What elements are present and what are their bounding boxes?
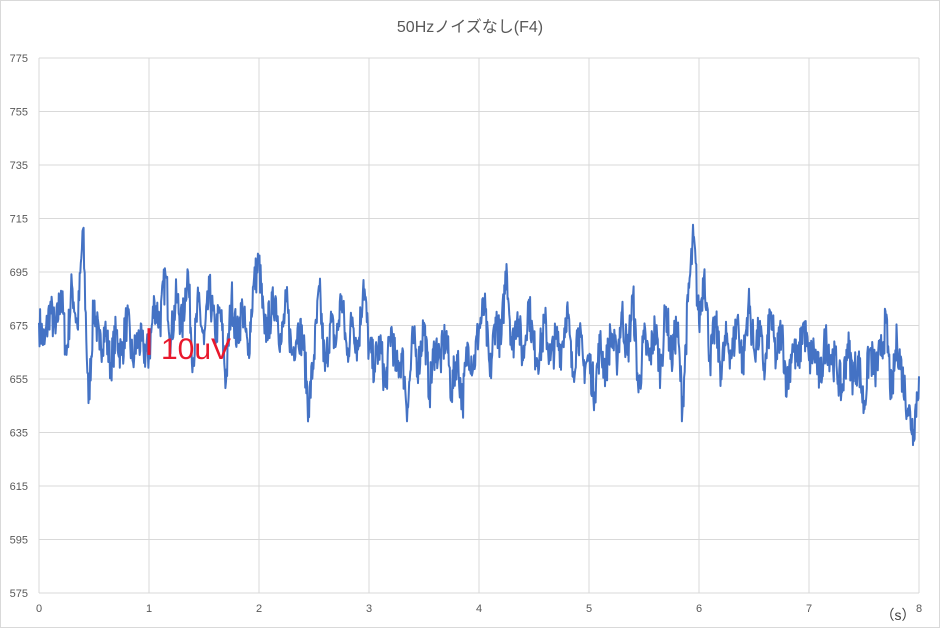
y-axis-tick-labels: 775 755 735 715 695 675 655 635 615 595 575 xyxy=(10,53,28,600)
x-tick-label: 3 xyxy=(366,603,372,615)
chart-title: 50Hzノイズなし(F4) xyxy=(397,18,543,36)
y-tick-label: 695 xyxy=(10,267,28,279)
x-axis-tick-labels: 0 1 2 3 4 5 6 7 8 xyxy=(36,603,922,615)
y-tick-label: 775 xyxy=(10,53,28,65)
y-tick-label: 595 xyxy=(10,535,28,547)
x-tick-label: 7 xyxy=(806,603,812,615)
y-tick-label: 715 xyxy=(10,214,28,226)
series-line xyxy=(38,223,920,447)
y-tick-label: 655 xyxy=(10,374,28,386)
y-tick-label: 735 xyxy=(10,160,28,172)
x-tick-label: 2 xyxy=(256,603,262,615)
x-tick-label: 0 xyxy=(36,603,42,615)
y-tick-label: 575 xyxy=(10,588,28,600)
y-tick-label: 755 xyxy=(10,107,28,119)
x-tick-label: 4 xyxy=(476,603,482,615)
x-axis-unit-label: （s） xyxy=(881,607,916,623)
y-tick-label: 675 xyxy=(10,321,28,333)
x-tick-label: 5 xyxy=(586,603,592,615)
y-tick-label: 635 xyxy=(10,428,28,440)
x-tick-label: 1 xyxy=(146,603,152,615)
y-tick-label: 615 xyxy=(10,481,28,493)
scale-bar-annotation xyxy=(147,328,151,355)
x-tick-label: 8 xyxy=(916,603,922,615)
x-tick-label: 6 xyxy=(696,603,702,615)
scale-bar-label: 10uV xyxy=(161,333,231,366)
